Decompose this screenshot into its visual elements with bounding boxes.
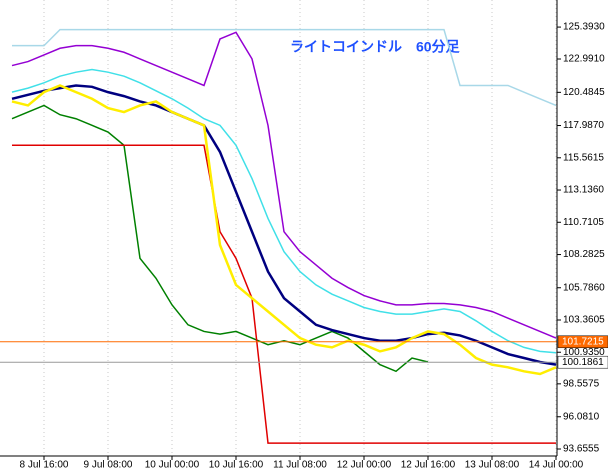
y-tick-label: 113.1360 (563, 185, 604, 196)
series-line (12, 144, 556, 444)
y-tick-label: 122.9910 (563, 54, 605, 65)
price-label: 101.7215 (562, 336, 604, 347)
y-tick-label: 93.6555 (563, 444, 600, 455)
x-tick-label: 13 Jul 08:00 (465, 460, 520, 469)
series-line (12, 28, 557, 107)
x-tick-label: 9 Jul 08:00 (84, 460, 133, 469)
y-tick-label: 120.4845 (563, 87, 605, 98)
x-tick-label: 10 Jul 16:00 (209, 460, 264, 469)
y-tick-label: 100.9350 (563, 347, 605, 358)
series-line (11, 31, 557, 339)
series-line (11, 84, 557, 366)
price-label: 100.1861 (562, 357, 604, 368)
y-tick-label: 117.9870 (563, 120, 604, 131)
x-tick-label: 12 Jul 16:00 (401, 460, 456, 469)
y-tick-label: 115.5615 (563, 152, 604, 163)
x-tick-label: 10 Jul 00:00 (145, 460, 200, 469)
y-tick-label: 96.0810 (563, 411, 600, 422)
chart-title: ライトコインドル 60分足 (290, 39, 461, 55)
y-tick-label: 108.2825 (563, 249, 605, 260)
series-line (11, 68, 557, 354)
y-tick-label: 98.5575 (563, 378, 600, 389)
y-tick-label: 110.7105 (563, 217, 604, 228)
x-tick-label: 8 Jul 16:00 (20, 460, 69, 469)
series-line (11, 104, 429, 373)
series-line (11, 84, 557, 376)
y-tick-label: 105.7860 (563, 282, 605, 293)
y-tick-label: 103.3605 (563, 315, 605, 326)
x-tick-label: 12 Jul 00:00 (337, 460, 392, 469)
price-label-box (557, 355, 608, 369)
x-tick-label: 14 Jul 00:00 (529, 460, 584, 469)
price-label-box (557, 335, 608, 349)
y-tick-label: 125.3930 (563, 22, 605, 33)
x-tick-label: 11 Jul 08:00 (273, 460, 327, 469)
